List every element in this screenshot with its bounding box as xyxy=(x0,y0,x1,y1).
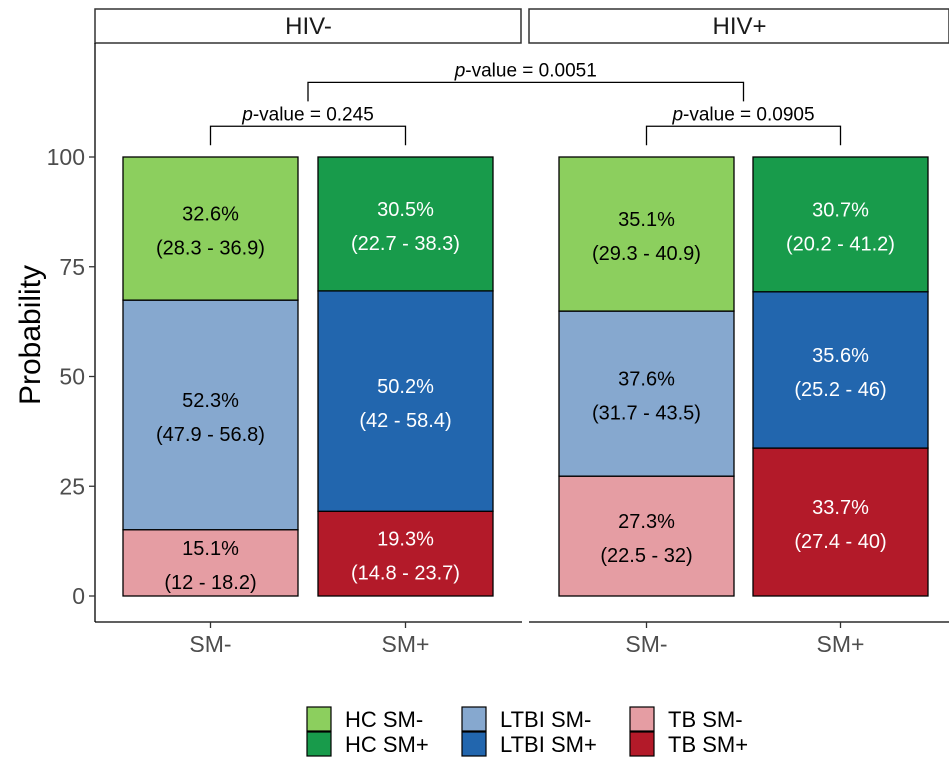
data-label-percent: 35.1% xyxy=(618,209,675,231)
pvalue-hivpos-line xyxy=(645,125,842,146)
legend-swatch xyxy=(629,706,655,732)
bar-segment xyxy=(752,291,929,449)
y-tick-label: 100 xyxy=(47,144,85,170)
legend-swatch xyxy=(629,731,655,757)
data-label-percent: 30.7% xyxy=(812,199,869,221)
y-tick-label: 50 xyxy=(59,364,85,390)
data-label-ci: (22.7 - 38.3) xyxy=(351,233,460,255)
legend-swatch xyxy=(461,706,487,732)
pvalue-hivneg-line xyxy=(209,125,407,146)
y-tick-label: 25 xyxy=(59,473,85,499)
facet-strips: HIV- HIV+ xyxy=(94,8,949,44)
facet-strip-box xyxy=(528,8,949,44)
data-label-percent: 52.3% xyxy=(182,390,239,412)
facet-strip-box xyxy=(94,8,522,44)
data-label-percent: 32.6% xyxy=(182,204,239,226)
y-axis-label: Probability xyxy=(14,265,47,405)
bar-segment xyxy=(317,510,494,597)
data-label-ci: (27.4 - 40) xyxy=(794,531,886,553)
x-tick-label: SM+ xyxy=(817,631,865,657)
bar-segment xyxy=(122,299,299,531)
bar-segment xyxy=(558,156,735,312)
data-label-ci: (28.3 - 36.9) xyxy=(156,238,265,260)
facet-strip-label: HIV- xyxy=(285,13,332,40)
legend-swatch xyxy=(461,731,487,757)
data-label-percent: 33.7% xyxy=(812,497,869,519)
pvalue-hivneg-label: p-value = 0.245 xyxy=(241,104,374,125)
legend: HC SM-HC SM+ LTBI SM-LTBI SM+ TB SM-TB SM+ xyxy=(306,706,748,757)
pvalue-between-line xyxy=(307,81,745,102)
x-tick-label: SM+ xyxy=(382,631,430,657)
data-label-percent: 30.5% xyxy=(377,199,434,221)
legend-label: LTBI SM+ xyxy=(500,732,597,757)
data-label-ci: (42 - 58.4) xyxy=(359,410,451,432)
bar-segment xyxy=(752,156,929,293)
pvalue-brackets: p-value = 0.245 p-value = 0.0905 p-value =… xyxy=(209,60,842,146)
legend-label: TB SM- xyxy=(668,707,743,732)
data-label-percent: 27.3% xyxy=(618,511,675,533)
x-tick-label: SM- xyxy=(625,631,667,657)
data-label-percent: 19.3% xyxy=(377,529,434,551)
legend-label: HC SM- xyxy=(345,707,423,732)
data-label-ci: (12 - 18.2) xyxy=(164,572,256,594)
data-label-ci: (22.5 - 32) xyxy=(600,545,692,567)
x-tick-label: SM- xyxy=(189,631,231,657)
data-label-ci: (31.7 - 43.5) xyxy=(592,403,701,425)
bar-segment xyxy=(558,475,735,597)
pvalue-hivpos-label: p-value = 0.0905 xyxy=(671,104,814,125)
bar-segment xyxy=(122,529,299,597)
data-label-ci: (20.2 - 41.2) xyxy=(786,233,895,255)
data-label-percent: 35.6% xyxy=(812,345,869,367)
facet-strip-label: HIV+ xyxy=(712,13,766,40)
bar-segment xyxy=(752,447,929,597)
pvalue-between-label: p-value = 0.0051 xyxy=(454,60,597,81)
legend-swatch xyxy=(306,706,332,732)
data-label-ci: (14.8 - 23.7) xyxy=(351,563,460,585)
bar-segment xyxy=(317,290,494,512)
legend-swatch xyxy=(306,731,332,757)
y-tick-label: 75 xyxy=(59,254,85,280)
axes: 0 25 50 75 100 SM- SM+ SM- SM+ xyxy=(47,43,949,657)
data-label-ci: (47.9 - 56.8) xyxy=(156,424,265,446)
bars: 15.1% (12 - 18.2) 52.3% (47.9 - 56.8) 32.6% (… xyxy=(122,156,929,597)
y-tick-label: 0 xyxy=(72,583,85,609)
data-label-ci: (25.2 - 46) xyxy=(794,379,886,401)
bar-segment xyxy=(122,156,299,301)
data-label-percent: 37.6% xyxy=(618,369,675,391)
legend-label: HC SM+ xyxy=(345,732,429,757)
data-label-ci: (29.3 - 40.9) xyxy=(592,243,701,265)
legend-label: TB SM+ xyxy=(668,732,748,757)
data-label-percent: 50.2% xyxy=(377,376,434,398)
bar-segment xyxy=(558,310,735,477)
legend-label: LTBI SM- xyxy=(500,707,591,732)
data-label-percent: 15.1% xyxy=(182,538,239,560)
bar-segment xyxy=(317,156,494,292)
